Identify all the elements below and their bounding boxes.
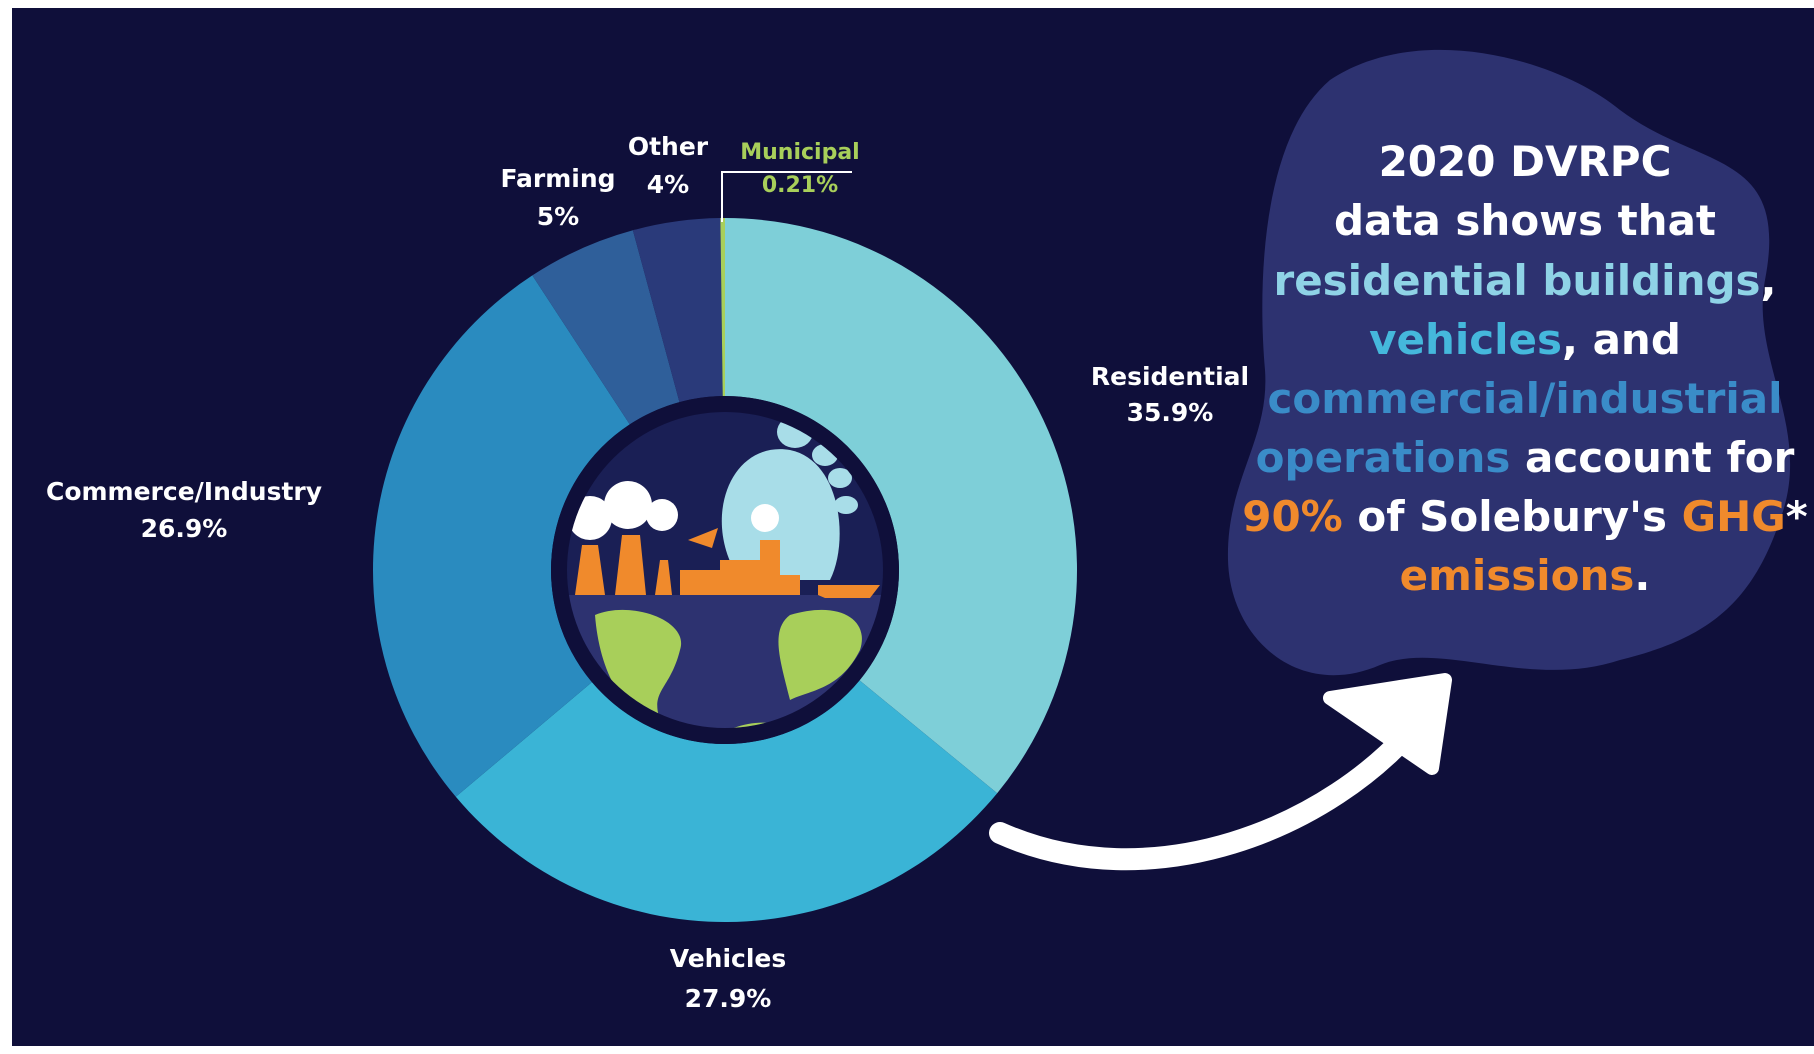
infographic: Residential 35.9% Vehicles 27.9% Commerce/In… [0, 0, 1814, 1054]
slice-value: 26.9% [141, 514, 228, 543]
slice-value: 0.21% [762, 173, 838, 198]
callout-line: operations account for [1256, 433, 1795, 482]
callout-segment: GHG [1682, 492, 1786, 541]
callout-line: 2020 DVRPC [1379, 137, 1672, 186]
smoke [604, 481, 652, 529]
callout-segment: . [1634, 551, 1650, 600]
slice-label: Vehicles [670, 944, 787, 973]
smoke [751, 504, 779, 532]
callout-line: commercial/industrial [1267, 374, 1782, 423]
smoke [646, 499, 678, 531]
callout-segment: of Solebury's [1343, 492, 1682, 541]
callout-segment: emissions [1400, 551, 1635, 600]
slice-label: Municipal [740, 140, 859, 165]
callout-segment: operations [1256, 433, 1511, 482]
slice-label: Other [628, 132, 709, 161]
callout-segment: account for [1510, 433, 1794, 482]
toe [834, 496, 858, 514]
center-illustration [551, 396, 899, 745]
callout-line: vehicles, and [1369, 315, 1681, 364]
callout-segment: 90% [1242, 492, 1343, 541]
callout-line: residential buildings, [1273, 256, 1776, 305]
callout-segment: , [1761, 256, 1777, 305]
callout-line: 90% of Solebury's GHG* [1242, 492, 1808, 541]
slice-label: Farming [500, 164, 615, 193]
callout-segment: residential buildings [1273, 256, 1760, 305]
callout-segment: , and [1562, 315, 1681, 364]
callout-segment: commercial/industrial [1267, 374, 1782, 423]
callout-segment: vehicles [1369, 315, 1562, 364]
slice-value: 27.9% [685, 984, 772, 1013]
callout-segment: * [1786, 492, 1808, 541]
slice-value: 4% [647, 170, 689, 199]
slice-label: Commerce/Industry [46, 477, 322, 506]
slice-label: Residential [1091, 362, 1249, 391]
slice-value: 35.9% [1127, 398, 1214, 427]
callout-line: emissions. [1400, 551, 1651, 600]
page: {"chart_data": {"type": "donut", "catego… [0, 0, 1814, 1054]
callout-segment: 2020 DVRPC [1379, 137, 1672, 186]
slice-value: 5% [537, 202, 579, 231]
callout-line: data shows that [1334, 196, 1716, 245]
callout-segment: data shows that [1334, 196, 1716, 245]
